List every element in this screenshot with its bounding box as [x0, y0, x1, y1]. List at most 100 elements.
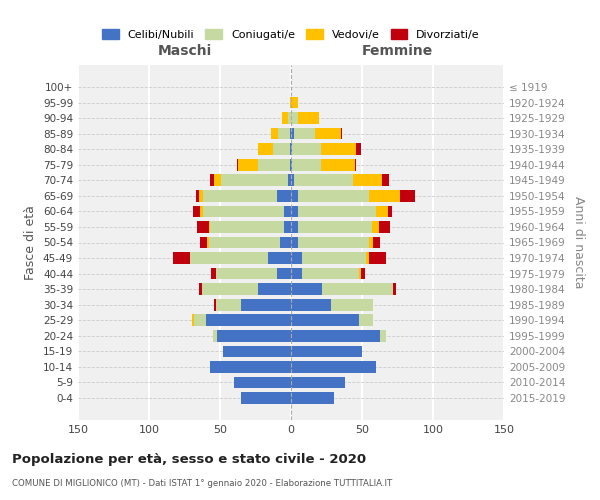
Bar [393, 284, 396, 295]
Bar [206, 314, 291, 326]
Bar [203, 190, 277, 202]
Bar [376, 206, 388, 217]
Bar [291, 174, 294, 186]
Bar [223, 346, 291, 357]
Bar [291, 299, 331, 310]
Bar [382, 174, 389, 186]
Bar [216, 299, 241, 310]
Bar [200, 236, 207, 248]
Bar [291, 361, 376, 373]
Bar [294, 128, 315, 140]
Bar [210, 361, 291, 373]
Bar [294, 174, 353, 186]
Bar [190, 252, 268, 264]
Bar [298, 112, 319, 124]
Text: Maschi: Maschi [157, 44, 212, 58]
Bar [291, 284, 322, 295]
Bar [200, 206, 203, 217]
Bar [241, 299, 291, 310]
Bar [259, 284, 291, 295]
Bar [194, 314, 206, 326]
Bar [291, 346, 362, 357]
Bar [291, 376, 345, 388]
Bar [272, 144, 290, 155]
Bar [259, 159, 290, 170]
Bar [291, 144, 292, 155]
Bar [373, 236, 380, 248]
Bar [280, 236, 291, 248]
Bar [359, 268, 361, 280]
Bar [284, 221, 291, 233]
Y-axis label: Fasce di età: Fasce di età [25, 205, 37, 280]
Bar [291, 112, 298, 124]
Bar [210, 174, 214, 186]
Bar [359, 314, 373, 326]
Bar [290, 144, 291, 155]
Bar [341, 128, 342, 140]
Bar [298, 221, 372, 233]
Bar [369, 236, 373, 248]
Bar [241, 392, 291, 404]
Bar [292, 159, 321, 170]
Bar [210, 221, 284, 233]
Bar [214, 299, 216, 310]
Bar [277, 190, 291, 202]
Bar [291, 330, 380, 342]
Bar [298, 236, 369, 248]
Bar [290, 159, 291, 170]
Bar [369, 190, 400, 202]
Bar [291, 190, 298, 202]
Bar [290, 96, 291, 108]
Bar [238, 159, 259, 170]
Bar [207, 236, 209, 248]
Bar [380, 330, 386, 342]
Bar [277, 268, 291, 280]
Bar [400, 190, 415, 202]
Bar [361, 268, 365, 280]
Bar [209, 236, 280, 248]
Bar [237, 159, 238, 170]
Bar [321, 144, 356, 155]
Bar [209, 221, 210, 233]
Bar [203, 206, 284, 217]
Bar [355, 159, 356, 170]
Bar [379, 221, 391, 233]
Text: Femmine: Femmine [362, 44, 433, 58]
Bar [291, 252, 302, 264]
Bar [322, 284, 393, 295]
Bar [292, 144, 321, 155]
Bar [298, 206, 376, 217]
Bar [283, 112, 288, 124]
Bar [331, 299, 373, 310]
Bar [366, 252, 369, 264]
Bar [298, 190, 369, 202]
Bar [288, 112, 291, 124]
Bar [217, 330, 291, 342]
Bar [199, 284, 202, 295]
Bar [213, 330, 217, 342]
Bar [193, 206, 200, 217]
Bar [214, 174, 221, 186]
Bar [199, 190, 203, 202]
Bar [288, 174, 291, 186]
Legend: Celibi/Nubili, Coniugati/e, Vedovi/e, Divorziati/e: Celibi/Nubili, Coniugati/e, Vedovi/e, Di… [98, 24, 484, 44]
Bar [291, 314, 359, 326]
Bar [291, 206, 298, 217]
Y-axis label: Anni di nascita: Anni di nascita [572, 196, 585, 289]
Text: COMUNE DI MIGLIONICO (MT) - Dati ISTAT 1° gennaio 2020 - Elaborazione TUTTITALIA: COMUNE DI MIGLIONICO (MT) - Dati ISTAT 1… [12, 479, 392, 488]
Bar [353, 174, 382, 186]
Bar [211, 268, 216, 280]
Bar [315, 128, 341, 140]
Bar [202, 284, 259, 295]
Bar [388, 206, 392, 217]
Bar [173, 252, 190, 264]
Bar [278, 128, 290, 140]
Text: Popolazione per età, sesso e stato civile - 2020: Popolazione per età, sesso e stato civil… [12, 452, 366, 466]
Bar [191, 314, 194, 326]
Bar [321, 159, 355, 170]
Bar [369, 252, 386, 264]
Bar [284, 206, 291, 217]
Bar [290, 128, 291, 140]
Bar [356, 144, 361, 155]
Bar [197, 221, 209, 233]
